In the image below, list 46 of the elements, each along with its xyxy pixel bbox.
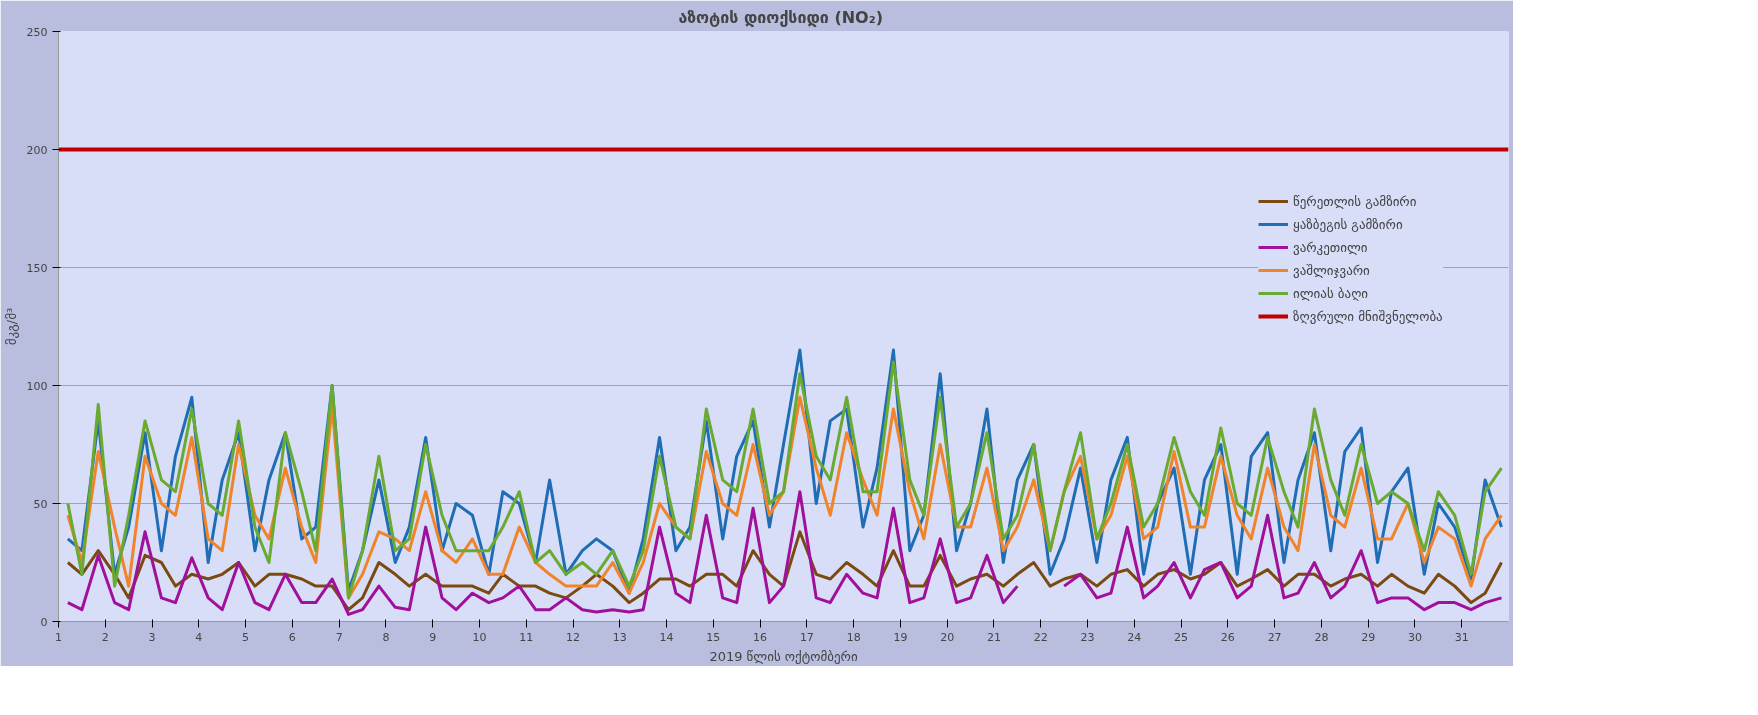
legend-label: ვაშლიჯვარი (1293, 262, 1370, 278)
x-tick-label: 19 (893, 630, 908, 644)
x-tick-label: 5 (242, 630, 250, 644)
x-tick-label: 6 (288, 630, 296, 644)
x-tick-label: 15 (706, 630, 721, 644)
x-tick-label: 11 (519, 630, 534, 644)
legend-label: ყაზბეგის გამზირი (1293, 216, 1403, 232)
x-tick-label: 22 (1033, 630, 1048, 644)
x-tick-label: 25 (1174, 630, 1189, 644)
legend-label: წერეთლის გამზირი (1293, 193, 1417, 209)
x-tick-label: 8 (382, 630, 390, 644)
legend-label: ვარკეთილი (1293, 239, 1368, 255)
x-tick-label: 24 (1127, 630, 1142, 644)
x-tick-label: 21 (986, 630, 1001, 644)
y-tick-label: 250 (26, 25, 48, 39)
x-tick-label: 28 (1314, 630, 1329, 644)
x-tick-label: 23 (1080, 630, 1095, 644)
y-tick-label: 200 (26, 143, 48, 157)
x-tick-label: 3 (148, 630, 156, 644)
x-tick-label: 13 (612, 630, 627, 644)
x-tick-label: 10 (472, 630, 487, 644)
x-tick-label: 16 (753, 630, 768, 644)
x-tick-label: 27 (1267, 630, 1282, 644)
x-tick-label: 9 (429, 630, 437, 644)
x-tick-label: 30 (1407, 630, 1422, 644)
x-tick-label: 20 (940, 630, 955, 644)
y-axis-title: მკგ/მ³ (3, 307, 19, 346)
x-tick-label: 2 (101, 630, 109, 644)
y-tick-label: 0 (40, 615, 48, 629)
legend-label: ზღვრული მნიშვნელობა (1293, 308, 1443, 324)
x-axis-title: 2019 წლის ოქტომბერი (709, 648, 858, 664)
x-tick-label: 7 (335, 630, 343, 644)
x-tick-label: 17 (799, 630, 814, 644)
x-tick-label: 12 (566, 630, 581, 644)
y-tick-label: 150 (26, 261, 48, 275)
x-tick-label: 14 (659, 630, 674, 644)
x-tick-label: 4 (195, 630, 203, 644)
x-tick-label: 18 (846, 630, 861, 644)
legend-label: ილიას ბაღი (1293, 285, 1369, 301)
x-tick-label: 1 (55, 630, 62, 644)
chart-title: აზოტის დიოქსიდი (NO₂) (678, 7, 884, 27)
x-tick-label: 29 (1361, 630, 1376, 644)
y-tick-label: 50 (33, 497, 48, 511)
x-tick-label: 26 (1220, 630, 1235, 644)
y-tick-label: 100 (26, 379, 48, 393)
x-tick-label: 31 (1454, 630, 1469, 644)
